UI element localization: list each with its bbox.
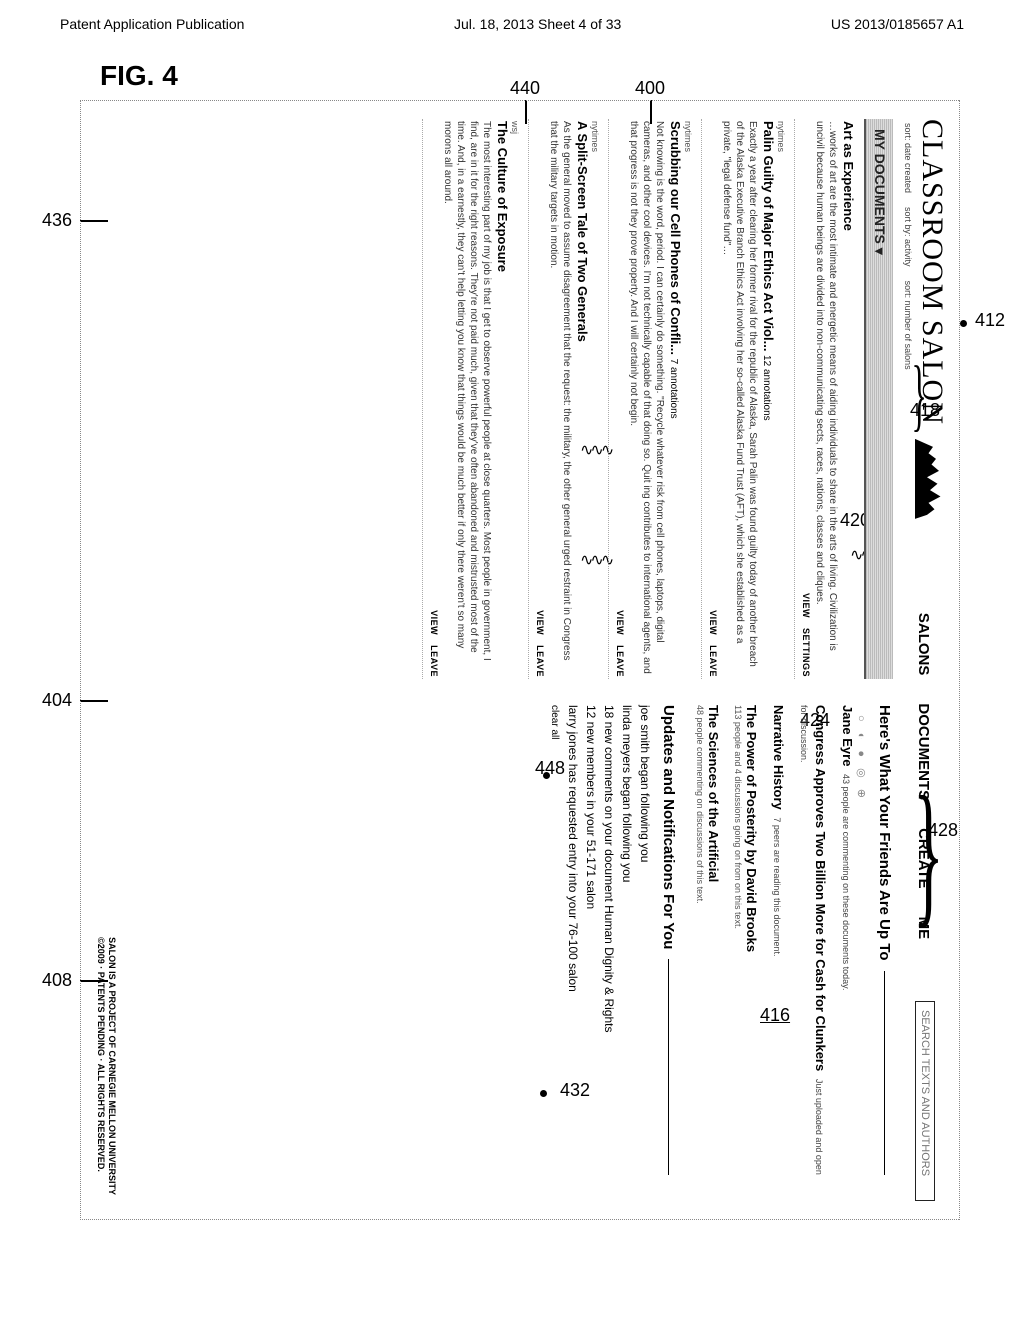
friend-meta: 48 people commenting on discussions of t… [695, 705, 705, 1175]
figure-label: FIG. 4 [100, 60, 178, 92]
header-left: Patent Application Publication [60, 16, 244, 32]
friend-sub: Just uploaded and open for discussion. [799, 705, 824, 1175]
tab-create[interactable]: CREATE [915, 828, 932, 889]
callout-404: 404 [42, 690, 72, 711]
doc-action-view[interactable]: VIEW [708, 610, 718, 635]
doc-actions: VIEW SETTINGS [801, 121, 811, 677]
callout-408: 408 [42, 970, 72, 991]
doc-body: As the general moved to assume disagreem… [547, 121, 573, 677]
friend-item[interactable]: Narrative History 7 peers are reading th… [771, 705, 786, 1175]
friend-title: The Sciences of the Artificial [706, 705, 721, 1175]
doc-title[interactable]: Palin Guilty of Major Ethics Act Viol...… [761, 121, 776, 677]
document-list: Art as Experience …works of art are the … [422, 119, 864, 679]
notification-item[interactable]: larry jones has requested entry into you… [566, 705, 580, 1175]
logo-silhouette-icon [915, 439, 945, 519]
my-documents-header[interactable]: MY DOCUMENTS ▾ [864, 119, 893, 679]
doc-title[interactable]: Art as Experience [841, 121, 856, 677]
doc-title[interactable]: The Culture of Exposure [495, 121, 510, 677]
doc-actions: VIEW LEAVE [429, 121, 439, 677]
doc-action-view[interactable]: VIEW [429, 610, 439, 635]
sort-links: sort: date created sort by: activity sor… [903, 123, 913, 1201]
updates-panel-title: Updates and Notifications For You [660, 705, 677, 1175]
doc-body: The most interesting part of my job is t… [441, 121, 493, 677]
tab-salons[interactable]: SALONS [915, 613, 932, 676]
doc-title[interactable]: A Split-Screen Tale of Two Generals [575, 121, 590, 677]
app-ui: CLASSROOM SALON SALONS DOCUMENTS CREATE … [80, 100, 960, 1220]
document-item: nytimes Scrubbing our Cell Phones of Con… [608, 119, 701, 679]
doc-action-view[interactable]: VIEW [615, 610, 625, 635]
topbar: CLASSROOM SALON SALONS DOCUMENTS CREATE … [915, 119, 949, 1201]
notification-item[interactable]: joe smith began following you [638, 705, 652, 1175]
doc-action-view[interactable]: VIEW [535, 610, 545, 635]
doc-body: Exactly a year after clearing her former… [720, 121, 759, 677]
doc-action-leave[interactable]: LEAVE [429, 645, 439, 677]
left-column: MY DOCUMENTS ▾ Art as Experience …works … [422, 119, 893, 679]
notification-item[interactable]: linda meyers began following you [620, 705, 634, 1175]
logo-text: CLASSROOM SALON [915, 119, 949, 425]
doc-title[interactable]: Scrubbing our Cell Phones of Confli... 7… [668, 121, 683, 677]
friends-title-text: Here's What Your Friends Are Up To [876, 705, 893, 961]
friend-item[interactable]: The Sciences of the Artificial 48 people… [695, 705, 721, 1175]
doc-actions: VIEW LEAVE [615, 121, 625, 677]
mini-icons: ○ ◐ ● ◎ ⊕ [855, 715, 868, 1175]
doc-body: …works of art are the most intimate and … [813, 121, 839, 677]
callout-436: 436 [42, 210, 72, 231]
tab-me[interactable]: ME [915, 917, 932, 940]
header-right: US 2013/0185657 A1 [831, 16, 964, 32]
footer-line2: ©2009 · PATENTS PENDING · ALL RIGHTS RES… [95, 937, 106, 1195]
friend-meta: 113 people and 4 discussions going on fr… [733, 705, 743, 1175]
friend-title: The Power of Posterity by David Brooks [744, 705, 759, 1175]
updates-title-text: Updates and Notifications For You [660, 705, 677, 949]
friend-title: Jane Eyre 43 people are commenting on th… [840, 705, 855, 1175]
doc-source: nytimes [776, 121, 786, 677]
callout-412: 412 [975, 310, 1005, 331]
friend-sub: 7 peers are reading this document. [772, 817, 782, 956]
sort-date[interactable]: sort: date created [903, 123, 913, 193]
notifications-list: joe smith began following you linda meyer… [566, 705, 652, 1175]
friend-sub: 43 people are commenting on these docume… [841, 774, 851, 990]
figure-wrap: 440 400 436 404 408 412 418 420 424 428 … [80, 100, 960, 1220]
friends-list: Jane Eyre 43 people are commenting on th… [695, 705, 855, 1175]
friends-panel-title: Here's What Your Friends Are Up To [876, 705, 893, 1175]
notification-item[interactable]: 12 new members in your 51-171 salon [584, 705, 598, 1175]
doc-action-leave[interactable]: LEAVE [615, 645, 625, 677]
document-item: nytimes Palin Guilty of Major Ethics Act… [701, 119, 794, 679]
doc-source: wsj [510, 121, 520, 677]
patent-header: Patent Application Publication Jul. 18, … [0, 0, 1024, 36]
doc-annotation-count: 7 annotations [668, 359, 679, 419]
doc-actions: VIEW LEAVE [535, 121, 545, 677]
notification-item[interactable]: 18 new comments on your document Human D… [602, 705, 616, 1175]
sort-salons[interactable]: sort: number of salons [903, 281, 913, 370]
friend-title: Narrative History 7 peers are reading th… [771, 705, 786, 1175]
callout-440: 440 [510, 78, 540, 99]
tab-documents[interactable]: DOCUMENTS [915, 703, 932, 800]
doc-body: Not knowing is the word, period. I can c… [627, 121, 666, 677]
header-center: Jul. 18, 2013 Sheet 4 of 33 [454, 16, 621, 32]
doc-action-leave[interactable]: LEAVE [535, 645, 545, 677]
friend-item[interactable]: Jane Eyre 43 people are commenting on th… [840, 705, 855, 1175]
friend-title: Congress Approves Two Billion More for C… [798, 705, 828, 1175]
doc-source: nytimes [683, 121, 693, 677]
doc-action-view[interactable]: VIEW [801, 593, 811, 618]
document-item: nytimes A Split-Screen Tale of Two Gener… [528, 119, 608, 679]
right-column: Here's What Your Friends Are Up To ○ ◐ ●… [422, 705, 893, 1175]
doc-action-settings[interactable]: SETTINGS [801, 628, 811, 677]
friend-item[interactable]: Congress Approves Two Billion More for C… [798, 705, 828, 1175]
footer-line1: SALON IS A PROJECT OF CARNEGIE MELLON UN… [106, 937, 117, 1195]
search-input[interactable] [915, 1001, 935, 1201]
nav-tabs: SALONS DOCUMENTS CREATE ME [915, 613, 932, 939]
doc-action-leave[interactable]: LEAVE [708, 645, 718, 677]
main-columns: MY DOCUMENTS ▾ Art as Experience …works … [422, 119, 893, 1201]
doc-actions: VIEW LEAVE [708, 121, 718, 677]
doc-source: nytimes [590, 121, 600, 677]
friend-item[interactable]: The Power of Posterity by David Brooks 1… [733, 705, 759, 1175]
clear-all-link[interactable]: clear all [549, 705, 560, 1175]
dot-412 [960, 320, 967, 327]
sort-activity[interactable]: sort by: activity [903, 207, 913, 267]
callout-400: 400 [635, 78, 665, 99]
document-item: Art as Experience …works of art are the … [794, 119, 864, 679]
footer-note: SALON IS A PROJECT OF CARNEGIE MELLON UN… [95, 937, 117, 1195]
doc-annotation-count: 12 annotations [761, 355, 772, 421]
document-item: wsj The Culture of Exposure The most int… [422, 119, 528, 679]
